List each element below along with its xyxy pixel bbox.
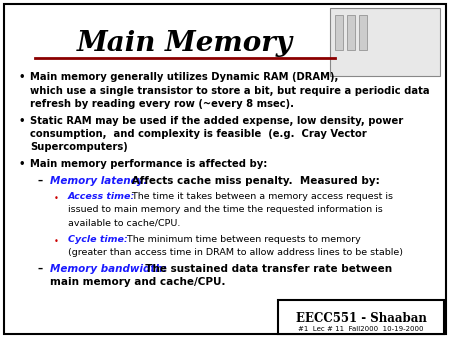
Text: Main Memory: Main Memory xyxy=(77,30,293,57)
Text: Memory latency:: Memory latency: xyxy=(50,175,148,186)
Text: Supercomputers): Supercomputers) xyxy=(30,143,128,152)
Bar xyxy=(278,300,444,334)
Text: (greater than access time in DRAM to allow address lines to be stable): (greater than access time in DRAM to all… xyxy=(68,248,403,257)
Text: –: – xyxy=(38,175,43,186)
Bar xyxy=(335,15,343,50)
Text: consumption,  and complexity is feasible  (e.g.  Cray Vector: consumption, and complexity is feasible … xyxy=(30,129,367,139)
Text: –: – xyxy=(38,264,43,273)
Text: Access time:: Access time: xyxy=(68,192,135,201)
Text: The time it takes between a memory access request is: The time it takes between a memory acces… xyxy=(126,192,392,201)
Text: •: • xyxy=(54,194,59,203)
Text: EECC551 - Shaaban: EECC551 - Shaaban xyxy=(296,312,427,325)
Bar xyxy=(347,15,355,50)
Text: Memory bandwidth:: Memory bandwidth: xyxy=(50,264,167,273)
Text: Affects cache miss penalty.  Measured by:: Affects cache miss penalty. Measured by: xyxy=(128,175,380,186)
Bar xyxy=(330,8,440,76)
Text: •: • xyxy=(18,159,24,169)
Text: which use a single transistor to store a bit, but require a periodic data: which use a single transistor to store a… xyxy=(30,86,430,96)
Bar xyxy=(359,15,367,50)
Text: available to cache/CPU.: available to cache/CPU. xyxy=(68,219,180,228)
Text: •: • xyxy=(18,72,24,82)
Text: main memory and cache/CPU.: main memory and cache/CPU. xyxy=(50,277,225,287)
Text: issued to main memory and the time the requested information is: issued to main memory and the time the r… xyxy=(68,206,383,215)
Text: Main memory generally utilizes Dynamic RAM (DRAM),: Main memory generally utilizes Dynamic R… xyxy=(30,72,338,82)
Text: The minimum time between requests to memory: The minimum time between requests to mem… xyxy=(121,235,360,243)
Text: Cycle time:: Cycle time: xyxy=(68,235,128,243)
Text: •: • xyxy=(54,237,59,245)
Text: The sustained data transfer rate between: The sustained data transfer rate between xyxy=(139,264,392,273)
Text: Main memory performance is affected by:: Main memory performance is affected by: xyxy=(30,159,267,169)
Text: •: • xyxy=(18,116,24,125)
Text: refresh by reading every row (~every 8 msec).: refresh by reading every row (~every 8 m… xyxy=(30,99,294,109)
Text: Static RAM may be used if the added expense, low density, power: Static RAM may be used if the added expe… xyxy=(30,116,403,125)
Bar xyxy=(330,8,440,76)
Text: #1  Lec # 11  Fall2000  10-19-2000: #1 Lec # 11 Fall2000 10-19-2000 xyxy=(298,326,424,332)
